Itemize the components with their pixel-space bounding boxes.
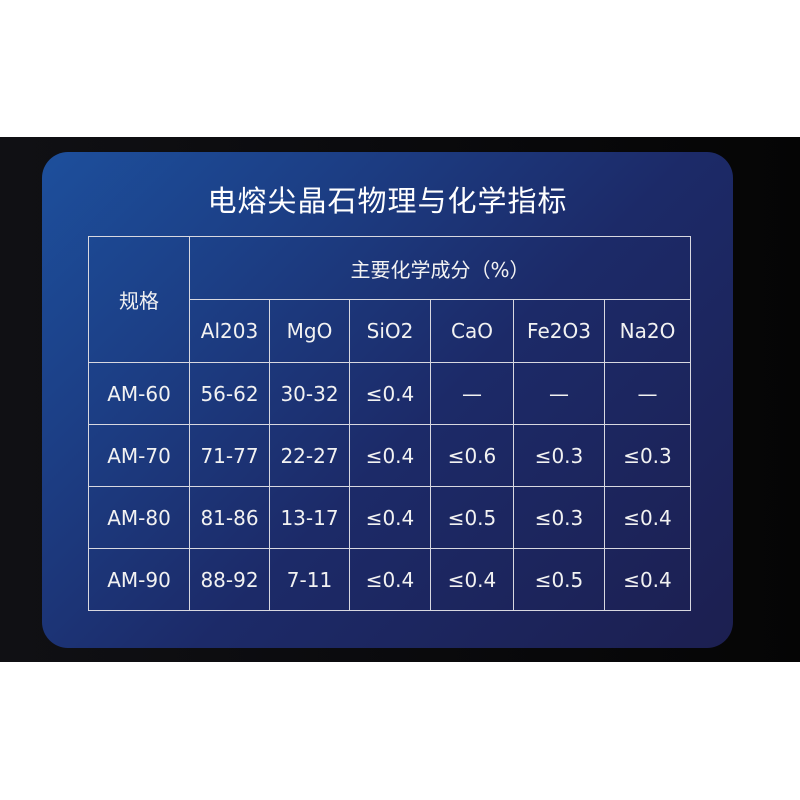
cell: ≤0.4 bbox=[430, 548, 514, 611]
cell: ≤0.3 bbox=[513, 486, 605, 549]
cell: 7-11 bbox=[269, 548, 350, 611]
cell: — bbox=[430, 362, 514, 425]
cell: 22-27 bbox=[269, 424, 350, 487]
header-composition-group: 主要化学成分（%） bbox=[189, 236, 691, 300]
cell: ≤0.4 bbox=[349, 424, 431, 487]
cell: 56-62 bbox=[189, 362, 270, 425]
spec-table: 规格 主要化学成分（%） Al203 MgO SiO2 CaO Fe2O3 Na… bbox=[88, 236, 691, 611]
header-fe2o3: Fe2O3 bbox=[513, 299, 605, 363]
header-al2o3: Al203 bbox=[189, 299, 270, 363]
header-sio2: SiO2 bbox=[349, 299, 431, 363]
cell: ≤0.5 bbox=[430, 486, 514, 549]
header-row-columns: Al203 MgO SiO2 CaO Fe2O3 Na2O bbox=[89, 299, 691, 363]
table-row: AM-80 81-86 13-17 ≤0.4 ≤0.5 ≤0.3 ≤0.4 bbox=[88, 486, 691, 549]
cell: ≤0.6 bbox=[430, 424, 514, 487]
spec-card: 电熔尖晶石物理与化学指标 规格 主要化学成分（%） Al203 MgO SiO2… bbox=[42, 152, 733, 648]
cell: 88-92 bbox=[189, 548, 270, 611]
cell: 81-86 bbox=[189, 486, 270, 549]
table-row: AM-90 88-92 7-11 ≤0.4 ≤0.4 ≤0.5 ≤0.4 bbox=[88, 548, 691, 611]
cell: ≤0.4 bbox=[604, 486, 691, 549]
cell: — bbox=[513, 362, 605, 425]
header-cao: CaO bbox=[430, 299, 514, 363]
cell: AM-70 bbox=[88, 424, 190, 487]
cell: 13-17 bbox=[269, 486, 350, 549]
header-na2o: Na2O bbox=[604, 299, 691, 363]
cell: ≤0.5 bbox=[513, 548, 605, 611]
cell: ≤0.3 bbox=[513, 424, 605, 487]
header-mgo: MgO bbox=[269, 299, 350, 363]
cell: ≤0.3 bbox=[604, 424, 691, 487]
cell: ≤0.4 bbox=[349, 548, 431, 611]
cell: ≤0.4 bbox=[604, 548, 691, 611]
cell: AM-90 bbox=[88, 548, 190, 611]
cell: 30-32 bbox=[269, 362, 350, 425]
cell: — bbox=[604, 362, 691, 425]
cell: ≤0.4 bbox=[349, 486, 431, 549]
header-spec: 规格 bbox=[88, 236, 190, 363]
table-row: AM-60 56-62 30-32 ≤0.4— — — bbox=[88, 362, 691, 425]
table-row: AM-70 71-77 22-27 ≤0.4 ≤0.6 ≤0.3 ≤0.3 bbox=[88, 424, 691, 487]
cell: ≤0.4 bbox=[349, 362, 431, 425]
cell: AM-60 bbox=[88, 362, 190, 425]
page-title: 电熔尖晶石物理与化学指标 bbox=[207, 184, 568, 218]
cell: 71-77 bbox=[189, 424, 270, 487]
cell: AM-80 bbox=[88, 486, 190, 549]
header-row-group: 规格 主要化学成分（%） bbox=[88, 236, 691, 363]
